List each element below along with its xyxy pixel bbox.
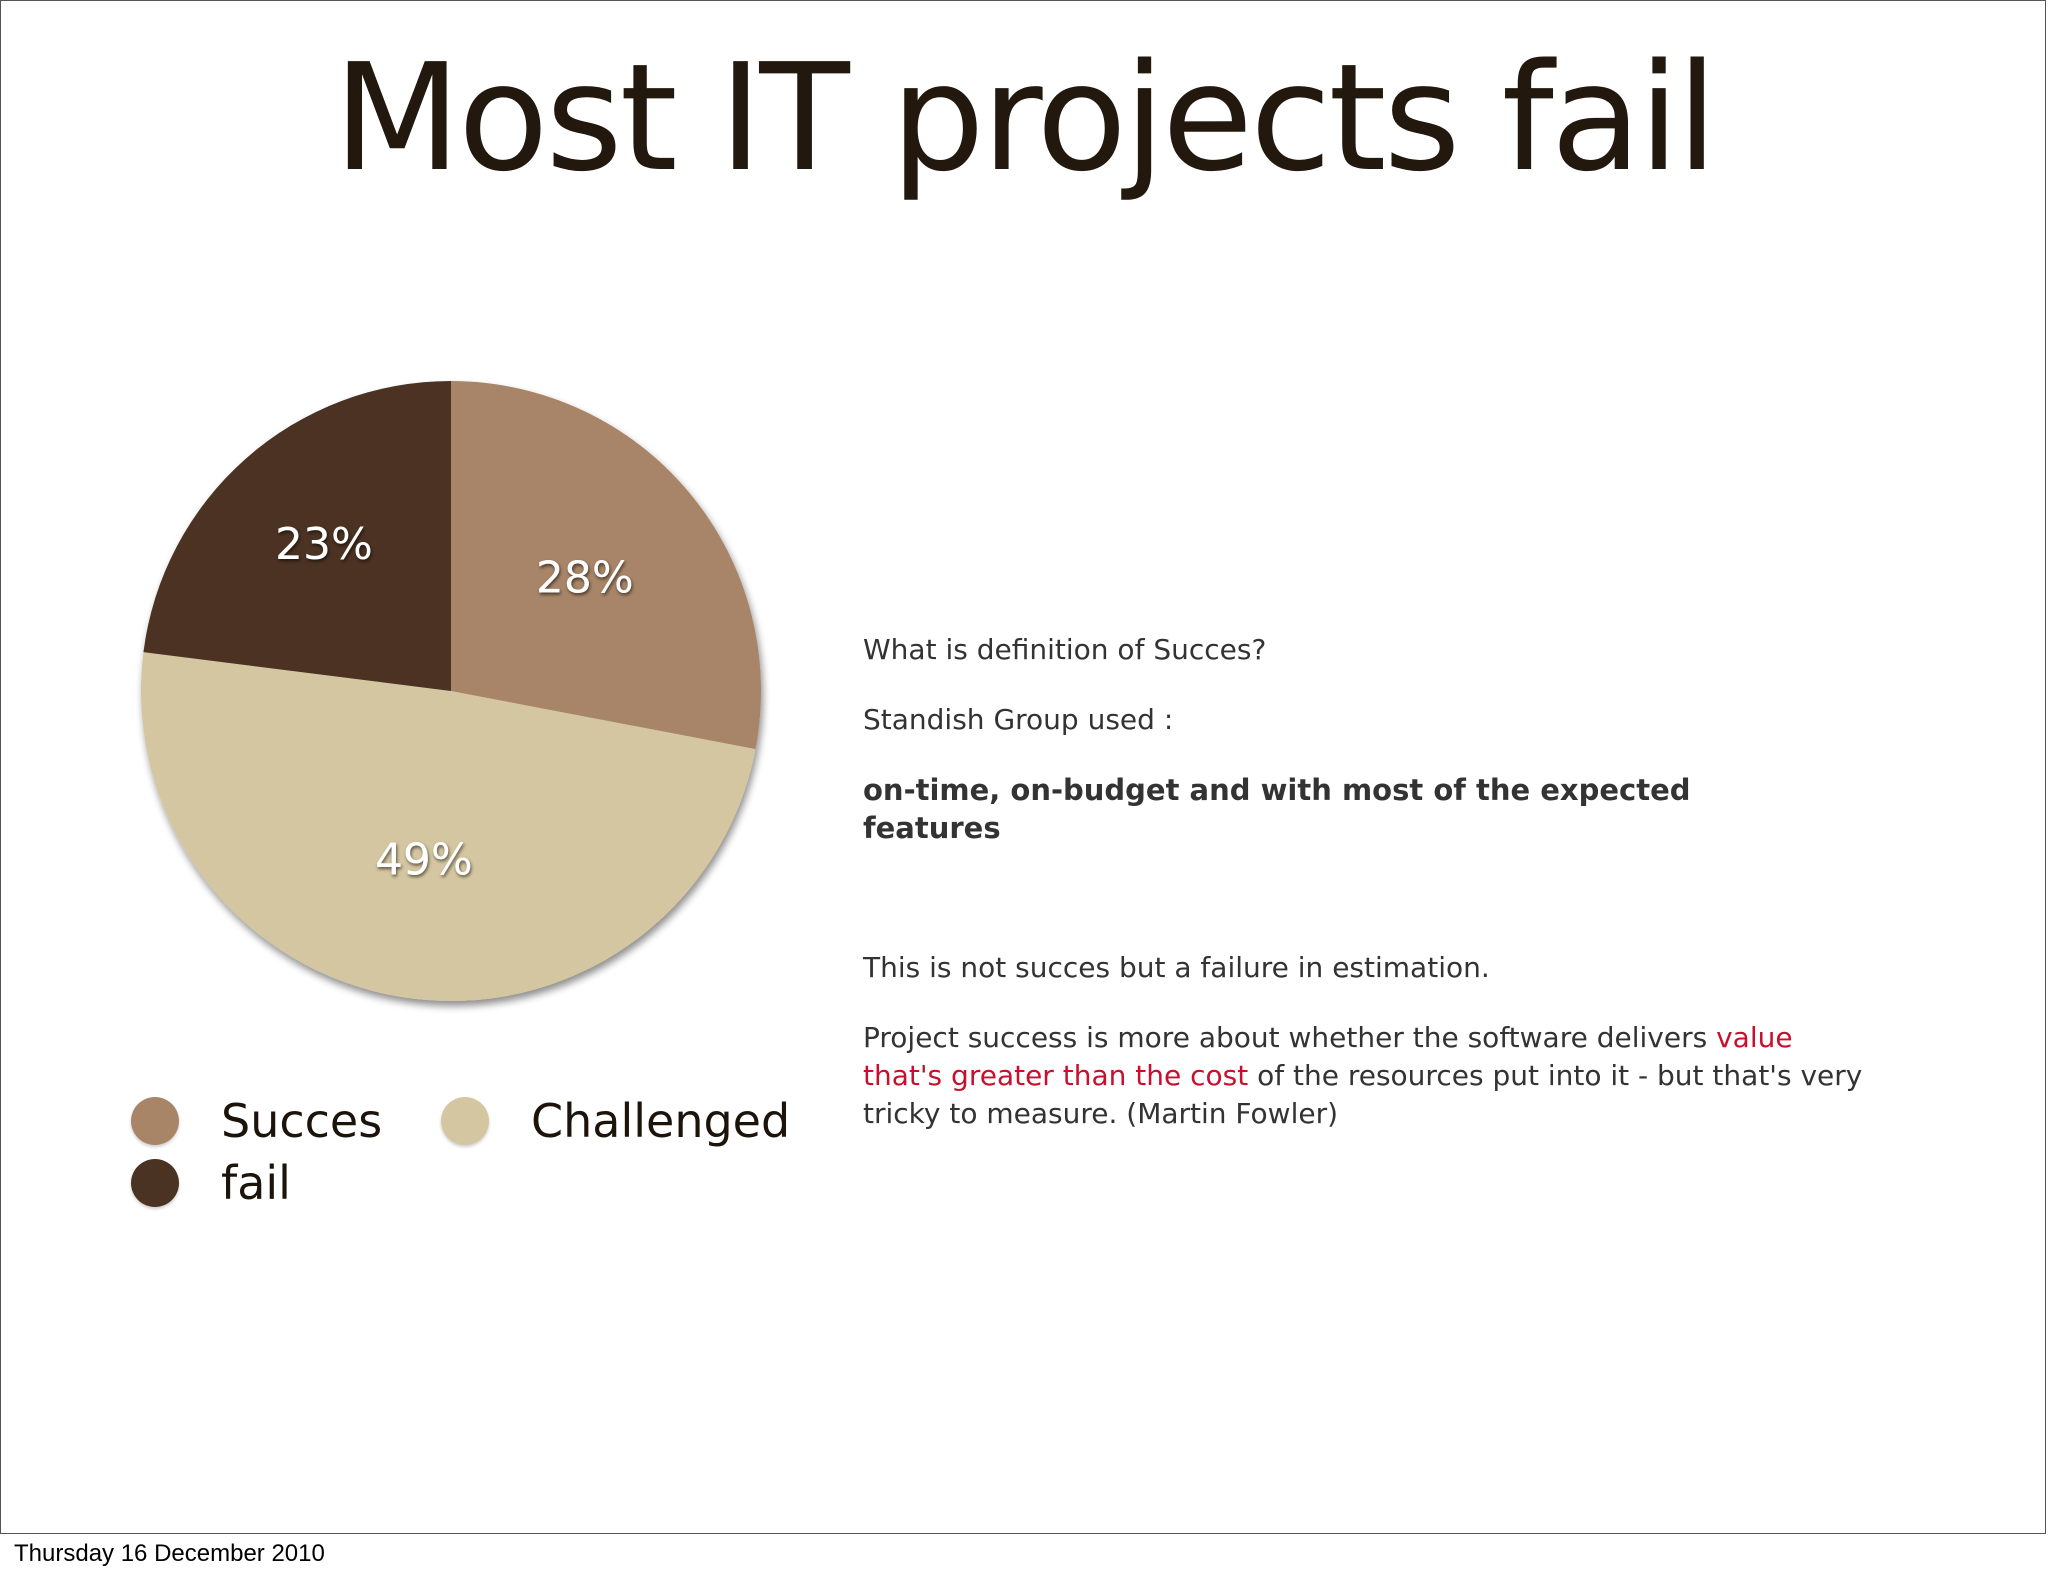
legend-item-fail: fail — [131, 1155, 291, 1211]
fowler-quote: Project success is more about whether th… — [863, 1019, 1863, 1133]
not-succes-text: This is not succes but a failure in esti… — [863, 951, 1490, 984]
legend-swatch-challenged — [441, 1097, 489, 1145]
legend-label-fail: fail — [221, 1156, 291, 1210]
slide: Most IT projects fail 28% 49% 23% Succes C… — [0, 0, 2046, 1534]
legend-label-challenged: Challenged — [531, 1094, 791, 1148]
standish-text: Standish Group used : — [863, 703, 1174, 736]
pie-label-challenged: 49% — [375, 834, 473, 885]
pie-label-succes: 28% — [536, 552, 634, 603]
legend-item-succes: Succes — [131, 1093, 382, 1149]
chart-legend: Succes Challenged fail — [131, 1093, 811, 1223]
legend-swatch-fail — [131, 1159, 179, 1207]
legend-item-challenged: Challenged — [441, 1093, 790, 1149]
pie-labels: 28% 49% 23% — [275, 519, 634, 886]
slide-title: Most IT projects fail — [333, 32, 1717, 204]
legend-swatch-succes — [131, 1097, 179, 1145]
question-text: What is definition of Succes? — [863, 633, 1267, 666]
fowler-quote-highlight: value that's greater than the cost — [863, 1021, 1793, 1092]
criteria-text: on-time, on-budget and with most of the … — [863, 773, 1691, 845]
pie-slice-challenged — [141, 652, 756, 1001]
footer-date: Thursday 16 December 2010 — [14, 1540, 325, 1567]
legend-label-succes: Succes — [221, 1094, 383, 1148]
pie-slices — [141, 381, 762, 1001]
pie-chart: 28% 49% 23% — [141, 381, 762, 1001]
pie-slice-succes — [451, 381, 762, 750]
pie-label-fail: 23% — [275, 519, 373, 570]
fowler-quote-part1: Project success is more about whether th… — [863, 1021, 1717, 1054]
pie-slice-fail — [143, 381, 451, 691]
fowler-quote-part2: of the resources put into it - but that'… — [863, 1059, 1863, 1130]
